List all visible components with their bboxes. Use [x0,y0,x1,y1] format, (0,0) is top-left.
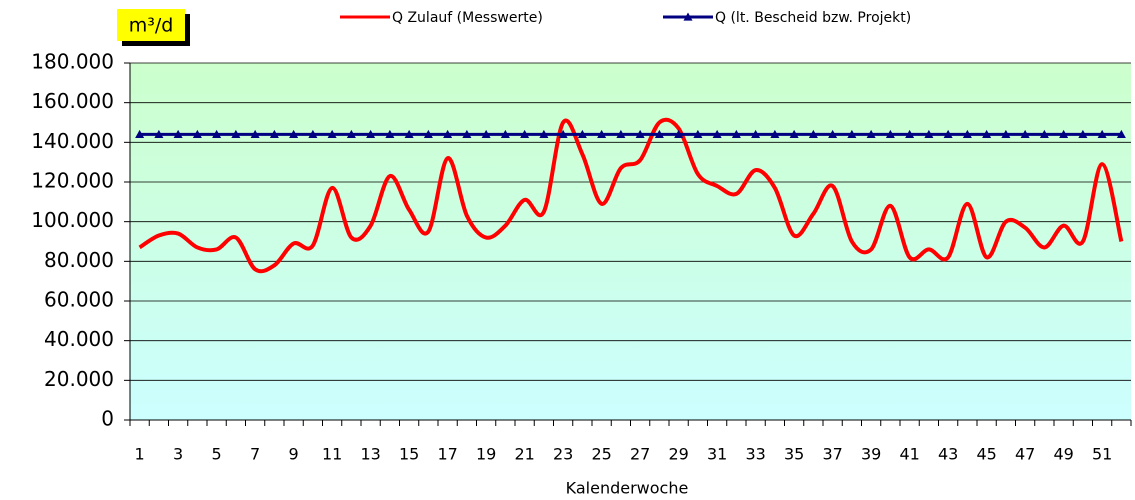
marker [154,129,164,138]
marker [327,129,337,138]
marker [443,129,453,138]
marker [1001,129,1011,138]
x-tick-label: 31 [707,445,727,464]
x-tick-label: 19 [476,445,496,464]
marker [289,129,299,138]
marker [192,129,202,138]
marker [866,129,876,138]
marker [385,129,395,138]
x-tick-label: 47 [1015,445,1035,464]
marker [943,129,953,138]
marker [173,129,183,138]
marker [1039,129,1049,138]
unit-box [117,9,185,41]
x-tick-label: 3 [173,445,183,464]
legend: Q Zulauf (Messwerte) Q (lt. Bescheid bzw.… [340,10,911,26]
marker [135,129,145,138]
marker [520,129,530,138]
x-tick-label: 49 [1053,445,1073,464]
x-tick-label: 1 [135,445,145,464]
marker [1020,129,1030,138]
x-tick-label: 17 [437,445,457,464]
marker [982,129,992,138]
marker [366,129,376,138]
x-tick-label: 29 [668,445,688,464]
marker [1097,129,1107,138]
marker [789,129,799,138]
marker [885,129,895,138]
y-axis-unit: m³/d [129,15,174,37]
y-tick-label: 80.000 [44,248,114,272]
marker [1078,129,1088,138]
marker [404,129,414,138]
marker [346,129,356,138]
y-tick-label: 40.000 [44,327,114,351]
marker [481,129,491,138]
marker [847,129,857,138]
marker [731,129,741,138]
marker [423,129,433,138]
series-line [138,117,1124,274]
x-tick-label: 15 [399,445,419,464]
y-tick-label: 60.000 [44,288,114,312]
marker [231,129,241,138]
marker [558,129,568,138]
marker [924,129,934,138]
marker [693,129,703,138]
marker [905,129,915,138]
marker [751,129,761,138]
marker [808,129,818,138]
marker [712,129,722,138]
legend-label: Q (lt. Bescheid bzw. Projekt) [715,10,911,26]
marker [654,129,664,138]
x-tick-label: 27 [630,445,650,464]
marker [770,129,780,138]
marker [616,129,626,138]
x-tick-label: 9 [289,445,299,464]
x-tick-label: 45 [976,445,996,464]
x-tick-label: 37 [822,445,842,464]
y-tick-label: 120.000 [31,169,114,193]
x-tick-label: 21 [514,445,534,464]
x-tick-label: 7 [250,445,260,464]
x-tick-label: 23 [553,445,573,464]
x-tick-label: 13 [360,445,380,464]
y-tick-label: 140.000 [31,129,114,153]
marker [308,129,318,138]
marker [269,129,279,138]
y-tick-label: 160.000 [31,89,114,113]
x-tick-label: 43 [938,445,958,464]
x-axis-title: Kalenderwoche [566,479,689,498]
x-tick-label: 51 [1092,445,1112,464]
marker [577,129,587,138]
x-tick-label: 5 [212,445,222,464]
y-tick-label: 100.000 [31,208,114,232]
marker [500,129,510,138]
marker [962,129,972,138]
marker [674,129,684,138]
marker [597,129,607,138]
x-tick-label: 25 [591,445,611,464]
x-tick-label: 11 [322,445,342,464]
y-tick-label: 0 [101,407,114,431]
y-tick-label: 20.000 [44,367,114,391]
y-tick-label: 180.000 [31,50,114,74]
marker [212,129,222,138]
legend-marker [683,12,693,21]
marker [635,129,645,138]
x-tick-label: 35 [784,445,804,464]
x-tick-label: 39 [861,445,881,464]
marker [462,129,472,138]
legend-label: Q Zulauf (Messwerte) [392,10,543,26]
marker [1116,129,1126,138]
marker [539,129,549,138]
marker [250,129,260,138]
x-tick-label: 33 [745,445,765,464]
x-tick-label: 41 [899,445,919,464]
marker [1059,129,1069,138]
marker [828,129,838,138]
